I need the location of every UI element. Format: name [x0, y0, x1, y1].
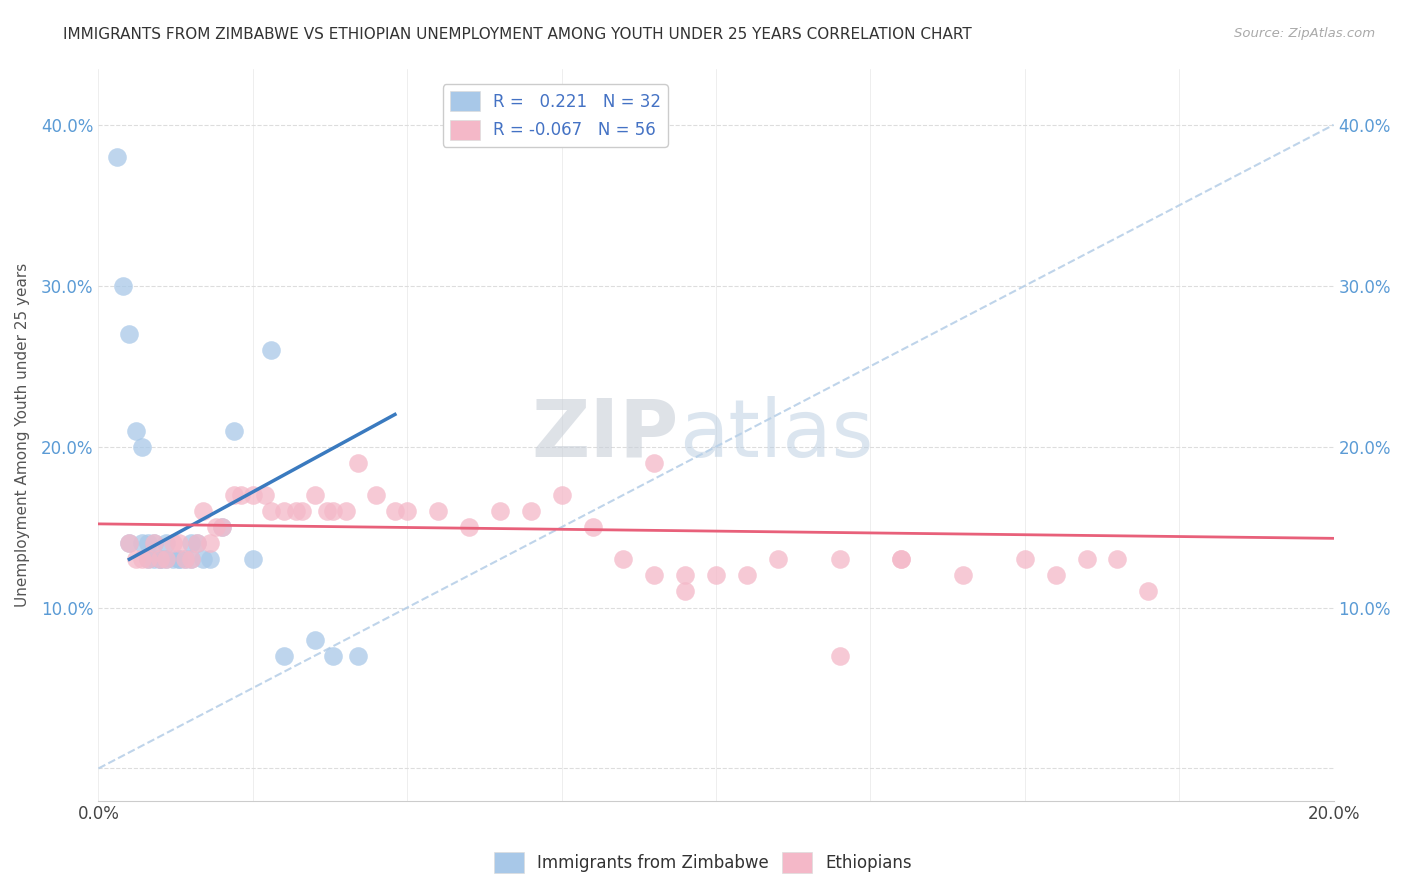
Point	[131, 552, 153, 566]
Point	[612, 552, 634, 566]
Point	[167, 552, 190, 566]
Point	[193, 504, 215, 518]
Point	[124, 424, 146, 438]
Point	[174, 552, 197, 566]
Point	[204, 520, 226, 534]
Point	[242, 552, 264, 566]
Point	[136, 552, 159, 566]
Point	[735, 568, 758, 582]
Point	[316, 504, 339, 518]
Point	[273, 648, 295, 663]
Point	[180, 552, 202, 566]
Point	[304, 488, 326, 502]
Point	[1045, 568, 1067, 582]
Point	[427, 504, 450, 518]
Point	[149, 552, 172, 566]
Point	[186, 536, 208, 550]
Point	[550, 488, 572, 502]
Point	[581, 520, 603, 534]
Point	[335, 504, 357, 518]
Point	[260, 343, 283, 357]
Point	[155, 536, 177, 550]
Point	[118, 536, 141, 550]
Point	[322, 504, 344, 518]
Point	[643, 456, 665, 470]
Point	[198, 536, 221, 550]
Point	[304, 632, 326, 647]
Point	[260, 504, 283, 518]
Point	[1137, 584, 1160, 599]
Point	[890, 552, 912, 566]
Point	[105, 150, 128, 164]
Point	[229, 488, 252, 502]
Point	[347, 456, 370, 470]
Point	[396, 504, 419, 518]
Point	[952, 568, 974, 582]
Point	[118, 326, 141, 341]
Point	[131, 440, 153, 454]
Point	[224, 424, 246, 438]
Point	[211, 520, 233, 534]
Point	[347, 648, 370, 663]
Point	[198, 552, 221, 566]
Point	[180, 536, 202, 550]
Point	[174, 552, 197, 566]
Point	[766, 552, 789, 566]
Point	[322, 648, 344, 663]
Text: Source: ZipAtlas.com: Source: ZipAtlas.com	[1234, 27, 1375, 40]
Point	[149, 552, 172, 566]
Point	[118, 536, 141, 550]
Point	[384, 504, 406, 518]
Point	[1014, 552, 1036, 566]
Point	[828, 648, 851, 663]
Text: atlas: atlas	[679, 395, 873, 474]
Point	[291, 504, 314, 518]
Point	[673, 568, 696, 582]
Legend: R =   0.221   N = 32, R = -0.067   N = 56: R = 0.221 N = 32, R = -0.067 N = 56	[443, 84, 668, 146]
Point	[143, 552, 166, 566]
Text: ZIP: ZIP	[531, 395, 679, 474]
Point	[285, 504, 308, 518]
Text: IMMIGRANTS FROM ZIMBABWE VS ETHIOPIAN UNEMPLOYMENT AMONG YOUTH UNDER 25 YEARS CO: IMMIGRANTS FROM ZIMBABWE VS ETHIOPIAN UN…	[63, 27, 972, 42]
Point	[224, 488, 246, 502]
Point	[162, 536, 184, 550]
Point	[1107, 552, 1129, 566]
Point	[112, 278, 135, 293]
Point	[143, 536, 166, 550]
Point	[162, 552, 184, 566]
Point	[136, 536, 159, 550]
Point	[131, 536, 153, 550]
Point	[186, 536, 208, 550]
Point	[643, 568, 665, 582]
Point	[167, 552, 190, 566]
Point	[124, 552, 146, 566]
Point	[155, 552, 177, 566]
Point	[136, 552, 159, 566]
Point	[143, 536, 166, 550]
Point	[458, 520, 481, 534]
Point	[520, 504, 543, 518]
Point	[242, 488, 264, 502]
Point	[155, 552, 177, 566]
Point	[366, 488, 388, 502]
Point	[890, 552, 912, 566]
Point	[673, 584, 696, 599]
Point	[180, 552, 202, 566]
Point	[1076, 552, 1098, 566]
Point	[254, 488, 277, 502]
Point	[211, 520, 233, 534]
Legend: Immigrants from Zimbabwe, Ethiopians: Immigrants from Zimbabwe, Ethiopians	[486, 846, 920, 880]
Point	[273, 504, 295, 518]
Point	[149, 552, 172, 566]
Point	[828, 552, 851, 566]
Point	[193, 552, 215, 566]
Y-axis label: Unemployment Among Youth under 25 years: Unemployment Among Youth under 25 years	[15, 262, 30, 607]
Point	[167, 536, 190, 550]
Point	[704, 568, 727, 582]
Point	[489, 504, 512, 518]
